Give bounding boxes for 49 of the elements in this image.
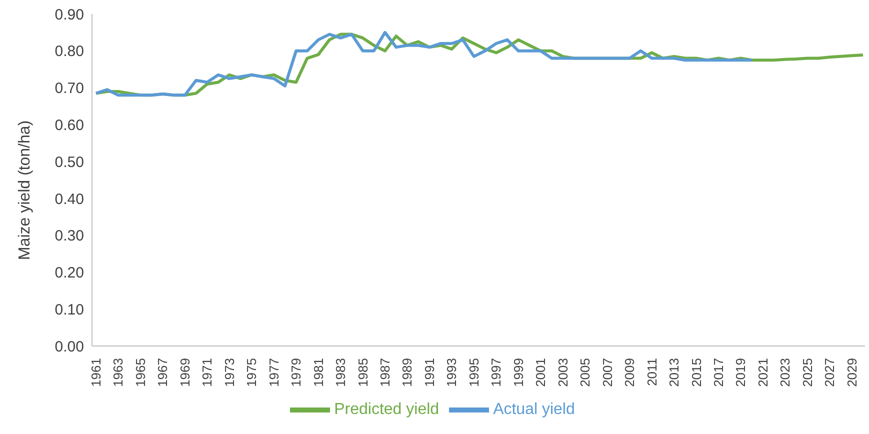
x-tick-label: 2007 [600, 358, 615, 387]
y-tick-label: 0.50 [54, 154, 84, 171]
x-tick-label: 1997 [488, 358, 504, 387]
x-tick-label: 1967 [155, 358, 170, 387]
x-tick-label: 2029 [844, 358, 860, 387]
x-tick-label: 1983 [333, 358, 348, 387]
x-tick-label: 2001 [533, 358, 548, 387]
x-tick-label: 1987 [378, 358, 393, 387]
x-tick-label: 1965 [132, 358, 148, 387]
y-tick-label: 0.80 [54, 43, 84, 60]
y-tick-label: 0.40 [54, 190, 84, 208]
x-tick-label: 1963 [110, 358, 126, 387]
y-tick-label: 0.00 [54, 338, 84, 356]
x-tick-label: 1961 [88, 358, 104, 387]
y-axis-title: Maize yield (ton/ha) [16, 120, 34, 260]
line-series [94, 30, 754, 97]
x-tick-label: 2019 [733, 358, 748, 387]
x-tick-label: 1999 [510, 358, 526, 387]
legend-label: Predicted yield [334, 401, 440, 418]
x-tick-label: 1993 [444, 358, 460, 387]
x-tick-label: 1979 [288, 358, 304, 387]
x-tick-label: 2011 [644, 358, 660, 386]
x-tick-label: 2015 [688, 358, 704, 387]
x-tick-label: 2023 [778, 358, 793, 387]
y-tick-label: 0.60 [54, 116, 84, 134]
x-tick-label: 2003 [555, 358, 570, 387]
x-tick-label: 1975 [244, 358, 260, 387]
y-tick-label: 0.20 [54, 264, 84, 282]
x-tick-label: 2017 [710, 358, 726, 387]
y-tick-label: 0.10 [54, 301, 84, 318]
x-tick-label: 1991 [422, 358, 437, 387]
x-tick-label: 1977 [266, 358, 282, 387]
x-tick-label: 2009 [622, 358, 638, 387]
x-tick-label: 1985 [355, 358, 370, 387]
x-tick-label: 2025 [800, 358, 815, 387]
y-tick-label: 0.90 [54, 6, 84, 24]
legend-label: Actual yield [493, 401, 575, 418]
x-tick-label: 2005 [578, 358, 593, 387]
x-tick-label: 2013 [666, 358, 682, 387]
x-tick-label: 2021 [755, 358, 770, 387]
x-tick-label: 1973 [222, 358, 237, 387]
x-tick-label: 1989 [400, 358, 415, 387]
y-tick-label: 0.70 [54, 80, 84, 98]
x-tick-label: 1981 [310, 358, 326, 387]
x-tick-label: 1995 [466, 358, 482, 387]
x-tick-label: 1969 [177, 358, 192, 387]
x-tick-label: 2027 [822, 358, 838, 387]
y-tick-label: 0.30 [54, 228, 84, 245]
x-tick-label: 1971 [200, 358, 215, 387]
